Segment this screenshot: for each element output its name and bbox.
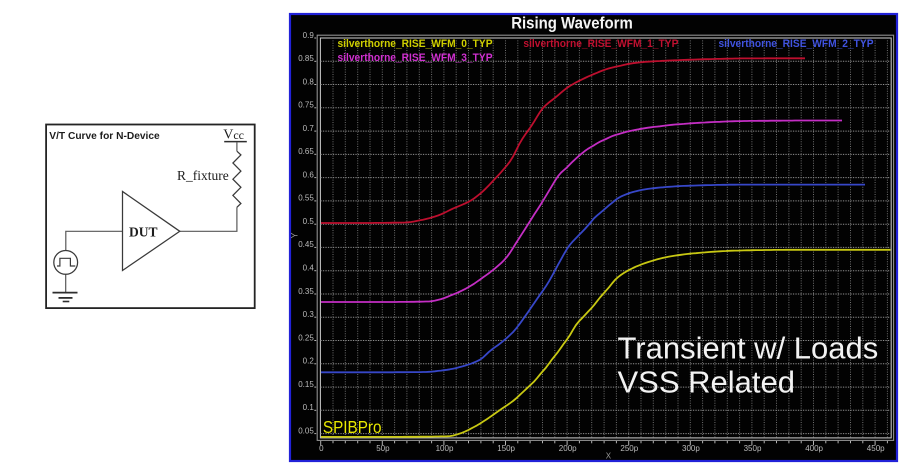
svg-text:200p: 200p — [559, 444, 577, 453]
svg-text:0.65: 0.65 — [298, 147, 314, 156]
svg-text:SPIBPro: SPIBPro — [323, 417, 382, 437]
svg-text:silverthorne_RISE_WFM_3_TYP: silverthorne_RISE_WFM_3_TYP — [338, 51, 493, 63]
svg-text:0.1: 0.1 — [303, 403, 315, 412]
svg-text:0.4: 0.4 — [303, 264, 315, 273]
svg-text:0.9: 0.9 — [303, 31, 315, 40]
svg-text:400p: 400p — [805, 444, 823, 453]
svg-text:0.5: 0.5 — [303, 217, 315, 226]
svg-text:0.3: 0.3 — [303, 310, 315, 319]
svg-text:V/T Curve for N-Device: V/T Curve for N-Device — [49, 131, 160, 142]
svg-text:450p: 450p — [867, 444, 885, 453]
svg-text:0.35: 0.35 — [298, 287, 314, 296]
svg-text:100p: 100p — [436, 444, 454, 453]
svg-text:VSS Related: VSS Related — [618, 365, 796, 400]
svg-text:0.7: 0.7 — [303, 124, 315, 133]
svg-text:Y: Y — [290, 232, 300, 238]
svg-text:0.05: 0.05 — [298, 426, 314, 435]
svg-text:250p: 250p — [620, 444, 638, 453]
svg-text:Rising Waveform: Rising Waveform — [511, 15, 633, 33]
svg-text:0.15: 0.15 — [298, 380, 314, 389]
svg-text:silverthorne_RISE_WFM_2_TYP: silverthorne_RISE_WFM_2_TYP — [719, 38, 874, 50]
svg-text:0.8: 0.8 — [303, 77, 315, 86]
svg-text:150p: 150p — [497, 444, 515, 453]
svg-text:0.25: 0.25 — [298, 333, 314, 342]
svg-text:R_fixture: R_fixture — [177, 168, 229, 183]
svg-text:silverthorne_RISE_WFM_0_TYP: silverthorne_RISE_WFM_0_TYP — [338, 38, 493, 50]
svg-text:0.6: 0.6 — [303, 170, 315, 179]
svg-text:0: 0 — [319, 444, 324, 453]
svg-text:50p: 50p — [376, 444, 390, 453]
svg-text:300p: 300p — [682, 444, 700, 453]
svg-text:0.2: 0.2 — [303, 357, 315, 366]
svg-text:Vcc: Vcc — [223, 127, 244, 142]
svg-text:0.85: 0.85 — [298, 54, 314, 63]
svg-text:0.75: 0.75 — [298, 101, 314, 110]
svg-text:Transient w/ Loads: Transient w/ Loads — [618, 330, 879, 365]
svg-text:silverthorne_RISE_WFM_1_TYP: silverthorne_RISE_WFM_1_TYP — [523, 38, 678, 50]
svg-text:X: X — [606, 451, 612, 460]
svg-text:0.55: 0.55 — [298, 194, 314, 203]
svg-text:DUT: DUT — [129, 224, 158, 239]
svg-text:350p: 350p — [744, 444, 762, 453]
svg-text:0.45: 0.45 — [298, 240, 314, 249]
